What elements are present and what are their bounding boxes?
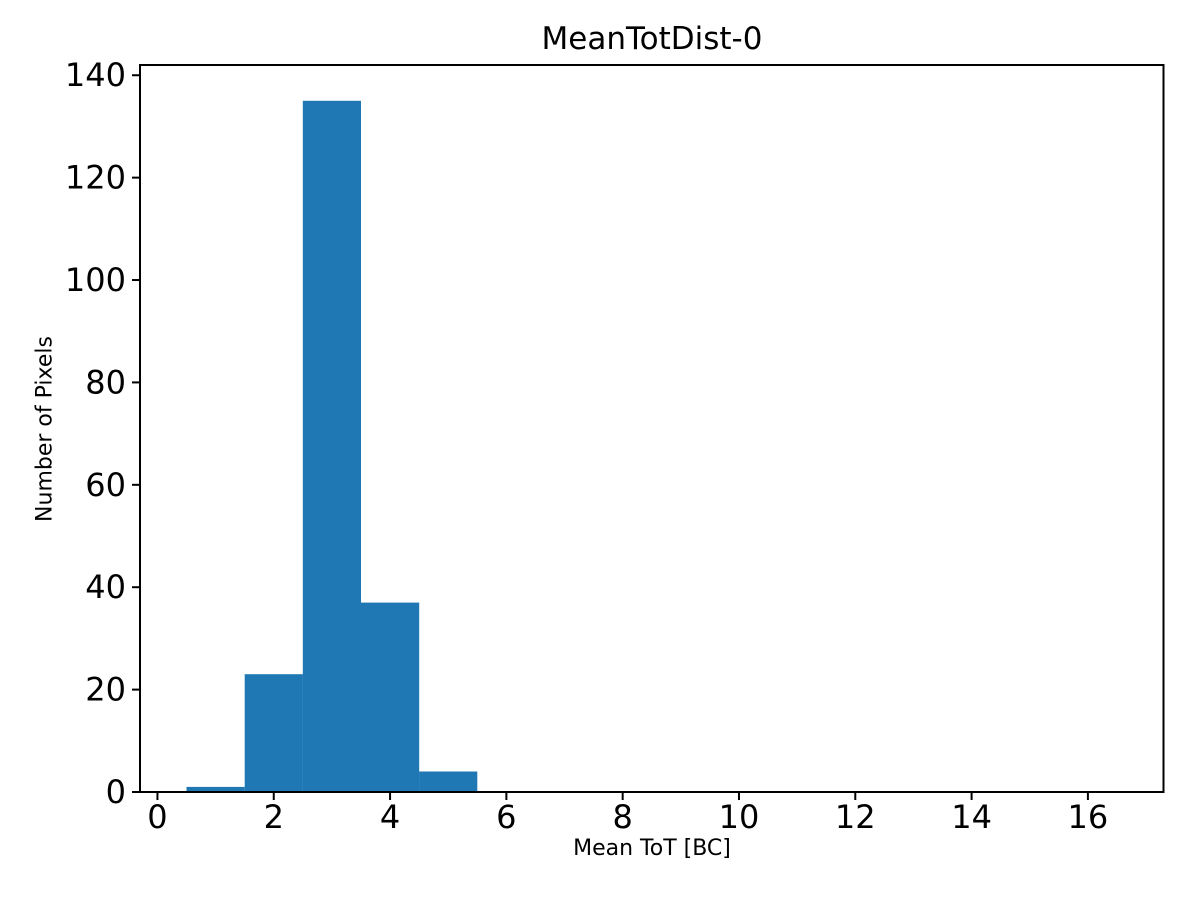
x-tick-label: 14 (951, 798, 992, 836)
y-tick-label: 0 (106, 773, 126, 811)
y-tick-label: 140 (65, 56, 126, 94)
x-tick-label: 16 (1068, 798, 1109, 836)
y-tick-label: 120 (65, 159, 126, 197)
x-tick-label: 0 (147, 798, 167, 836)
x-tick-label: 4 (380, 798, 400, 836)
x-axis-label: Mean ToT [BC] (573, 836, 731, 861)
y-tick-label: 80 (85, 363, 126, 401)
histogram-bar (419, 771, 478, 792)
x-tick-label: 6 (496, 798, 516, 836)
histogram-bar (186, 786, 245, 792)
histogram-bar (302, 100, 361, 793)
y-tick-label: 40 (85, 568, 126, 606)
y-tick-label: 20 (85, 671, 126, 709)
x-tick-label: 8 (612, 798, 632, 836)
y-tick-label: 60 (85, 466, 126, 504)
chart-title: MeanTotDist-0 (541, 21, 763, 57)
y-tick-label: 100 (65, 261, 126, 299)
histogram-bar (244, 674, 303, 792)
histogram-bar (361, 602, 420, 792)
axes-spines (139, 64, 1165, 793)
x-tick-label: 12 (835, 798, 876, 836)
x-tick-label: 2 (264, 798, 284, 836)
x-tick-label: 10 (719, 798, 760, 836)
